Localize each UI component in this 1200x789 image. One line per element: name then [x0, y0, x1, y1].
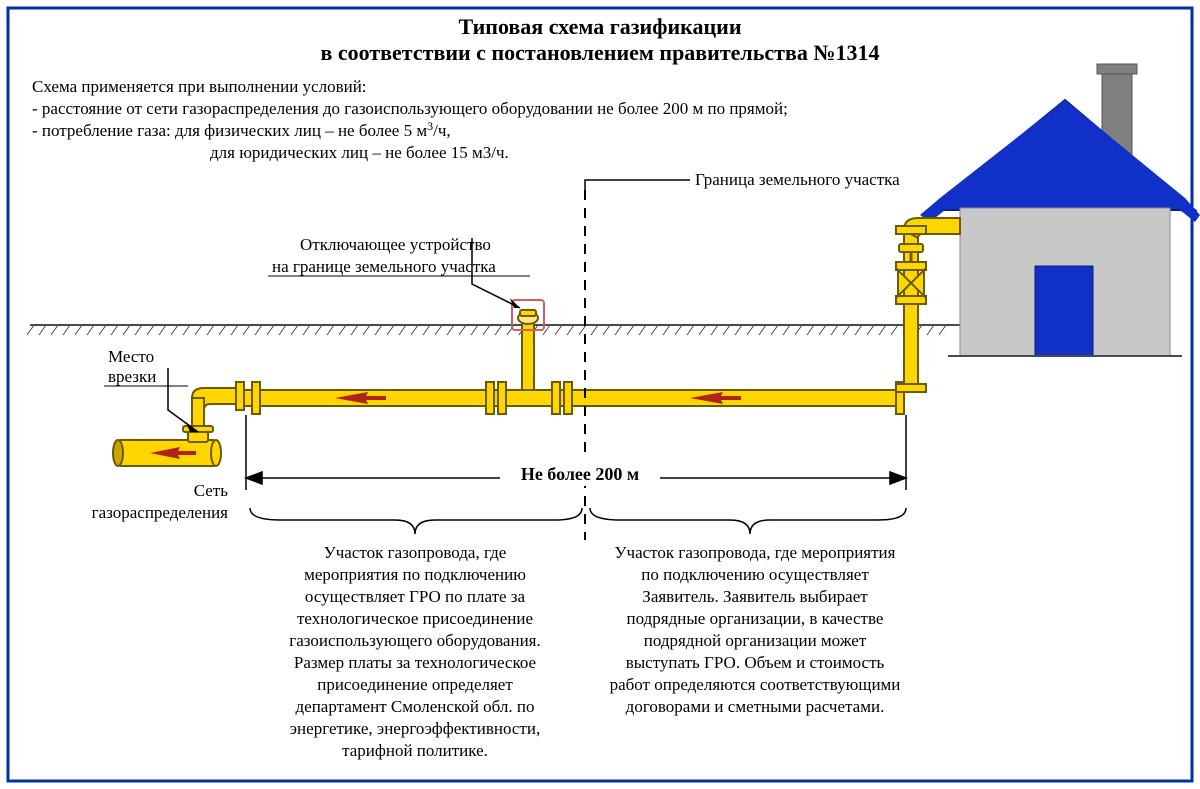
- label-network-l1: Сеть: [194, 481, 229, 500]
- svg-text:газоиспользующего оборудования: газоиспользующего оборудования.: [289, 631, 541, 650]
- svg-text:энергетике, энергоэффективност: энергетике, энергоэффективности,: [290, 719, 540, 738]
- title-line2: в соответствии с постановлением правител…: [321, 40, 880, 65]
- label-shutoff-l1: Отключающее устройство: [300, 235, 491, 254]
- svg-text:технологическое присоединение: технологическое присоединение: [297, 609, 533, 628]
- svg-text:выступать ГРО. Объем и стоимос: выступать ГРО. Объем и стоимость: [626, 653, 885, 672]
- svg-text:договорами и сметными расчетам: договорами и сметными расчетами.: [626, 697, 885, 716]
- cond-line4: для юридических лиц – не более 15 м3/ч.: [210, 143, 509, 162]
- svg-text:мероприятия по подключению: мероприятия по подключению: [304, 565, 526, 584]
- cond-line3-prefix: - потребление газа: для физических лиц –…: [32, 121, 427, 140]
- label-network-l2: газораспределения: [92, 503, 229, 522]
- svg-text:Размер платы за технологическ: Размер платы за технологическое: [294, 653, 536, 672]
- svg-text:Участок газопровода, где мероп: Участок газопровода, где мероприятия: [615, 543, 896, 562]
- leader-boundary: [585, 180, 690, 195]
- svg-text:присоединение определяет: присоединение определяет: [317, 675, 513, 694]
- label-tapin-l2: врезки: [108, 367, 156, 386]
- house-door: [1035, 266, 1093, 356]
- house-roof: [930, 100, 1195, 210]
- svg-text:подрядные организации, в качес: подрядные организации, в качестве: [627, 609, 884, 628]
- paragraph-left: Участок газопровода, где мероприятия по …: [289, 543, 541, 760]
- label-shutoff-l2: на границе земельного участка: [272, 257, 496, 276]
- svg-text:Заявитель. Заявитель выбирает: Заявитель. Заявитель выбирает: [642, 587, 868, 606]
- cond-line3: - потребление газа: для физических лиц –…: [32, 119, 451, 140]
- label-tapin-l1: Место: [108, 347, 154, 366]
- brace-right: [590, 508, 906, 534]
- shutoff-riser: [512, 300, 544, 390]
- house: [920, 64, 1200, 356]
- brace-left: [250, 508, 582, 534]
- ground-line: [27, 325, 960, 335]
- main-distribution-pipe: [113, 440, 221, 466]
- cond-line1: Схема применяется при выполнении условий…: [32, 77, 367, 96]
- paragraph-right: Участок газопровода, где мероприятия по …: [610, 543, 901, 716]
- gasification-diagram: Типовая схема газификации в соответствии…: [0, 0, 1200, 789]
- svg-text:Участок газопровода, где: Участок газопровода, где: [324, 543, 507, 562]
- svg-text:работ определяются соответству: работ определяются соответствующими: [610, 675, 901, 694]
- cond-line2: - расстояние от сети газораспределения д…: [32, 99, 788, 118]
- svg-text:осуществляет ГРО по плате за: осуществляет ГРО по плате за: [305, 587, 526, 606]
- cond-line3-suffix: /ч,: [433, 121, 451, 140]
- svg-text:по подключению осуществляет: по подключению осуществляет: [641, 565, 869, 584]
- buried-pipe: [244, 382, 904, 414]
- tapin-riser: [183, 382, 244, 442]
- svg-text:департамент Смоленской обл. по: департамент Смоленской обл. по: [296, 697, 535, 716]
- label-dimension: Не более 200 м: [521, 464, 639, 484]
- label-boundary: Граница земельного участка: [695, 170, 900, 189]
- svg-text:подрядной организации может: подрядной организации может: [644, 631, 867, 650]
- title-line1: Типовая схема газификации: [458, 14, 741, 39]
- service-riser: [896, 218, 960, 392]
- svg-text:тарифной политике.: тарифной политике.: [342, 741, 488, 760]
